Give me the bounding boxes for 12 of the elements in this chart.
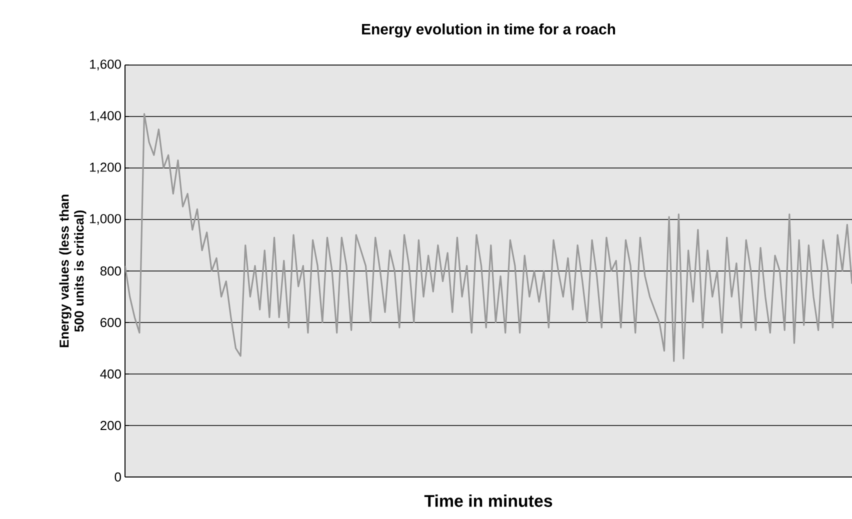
y-tick-label: 1,200 [90, 162, 121, 174]
y-tick-label: 200 [100, 420, 121, 430]
y-tick-label: 0 [114, 472, 121, 482]
x-axis-title: Time in minutes [424, 494, 552, 507]
y-axis-title: Energy values (less than 500 units is critical) [59, 194, 86, 348]
y-tick-label: 1,600 [90, 60, 121, 70]
y-tick-label: 400 [100, 369, 121, 379]
y-tick-label: 1,400 [90, 111, 121, 122]
chart-title: Energy evolution in time for a roach [362, 23, 616, 38]
y-tick-label: 1,000 [90, 214, 121, 225]
y-tick-label: 800 [100, 266, 121, 276]
y-tick-label: 600 [100, 318, 121, 328]
